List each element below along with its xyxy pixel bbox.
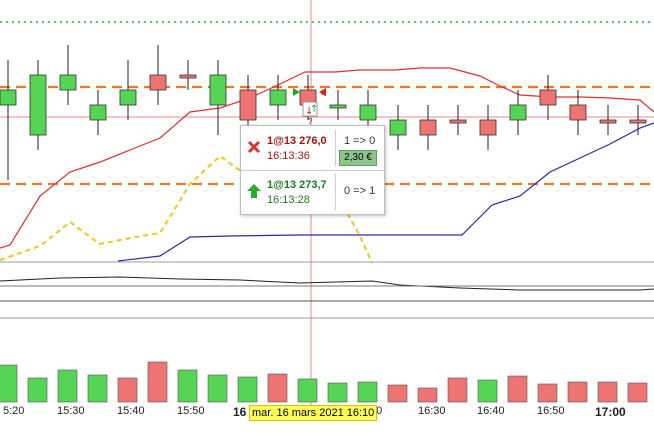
candle bbox=[149, 74, 167, 91]
marker-label: 4 bbox=[321, 88, 326, 98]
candle bbox=[0, 89, 17, 106]
volume-bar bbox=[0, 364, 18, 403]
volume-bar bbox=[507, 375, 528, 403]
exit-position-change: 1 => 0 bbox=[344, 135, 376, 147]
volume-bar bbox=[267, 373, 288, 403]
entry-trade-label: 1@13 273,7 bbox=[267, 179, 327, 191]
exit-trade-row[interactable]: 1@13 276,0 16:13:36 1 => 0 2,30 € bbox=[241, 126, 384, 171]
volume-bar bbox=[477, 379, 498, 403]
x-axis-label: 16:40 bbox=[477, 405, 505, 417]
volume-bar bbox=[627, 382, 648, 403]
candle bbox=[119, 89, 137, 106]
blue-moving-average bbox=[117, 122, 654, 262]
volume-bar bbox=[147, 361, 168, 403]
volume-bar bbox=[57, 369, 78, 403]
down-arrow-icon: ↓ bbox=[305, 106, 313, 117]
exit-trade-label: 1@13 276,0 bbox=[267, 135, 327, 147]
volume-bar bbox=[357, 381, 378, 403]
x-axis-label: 15:50 bbox=[177, 405, 205, 417]
candle bbox=[509, 104, 527, 121]
x-axis-label: 17:00 bbox=[595, 405, 626, 419]
candle bbox=[59, 74, 77, 91]
volume-bar bbox=[27, 377, 48, 403]
volume-bar bbox=[207, 374, 228, 403]
entry-trade-time: 16:13:28 bbox=[267, 194, 310, 206]
x-cross-icon bbox=[247, 140, 261, 154]
volume-bar bbox=[117, 377, 138, 403]
volume-bars-group bbox=[0, 361, 648, 403]
volume-bar bbox=[387, 384, 408, 403]
candle bbox=[479, 119, 497, 136]
volume-bar bbox=[417, 387, 438, 403]
exit-marker-icon bbox=[319, 88, 326, 96]
yellow-indicator-line bbox=[0, 154, 373, 264]
entry-position-change: 0 => 1 bbox=[344, 185, 376, 197]
candle bbox=[209, 74, 227, 106]
candle bbox=[179, 74, 197, 79]
up-arrow-icon: ↑ bbox=[310, 104, 318, 115]
candle bbox=[389, 119, 407, 136]
volume-bar bbox=[447, 377, 468, 403]
x-axis-label: 5:20 bbox=[3, 405, 25, 417]
x-axis-label: 16 bbox=[233, 405, 247, 419]
volume-bar bbox=[177, 369, 198, 403]
candle bbox=[539, 89, 557, 106]
trade-marker-icon[interactable] bbox=[302, 101, 318, 117]
volume-bar bbox=[237, 376, 258, 403]
candle bbox=[629, 119, 647, 124]
exit-trade-time: 16:13:36 bbox=[267, 150, 310, 162]
up-arrow-icon bbox=[247, 184, 261, 198]
marker-sub-label: ? bbox=[308, 117, 313, 126]
volume-bar bbox=[327, 382, 348, 403]
candle bbox=[599, 119, 617, 124]
trade-info-panel[interactable]: 1@13 276,0 16:13:36 1 => 0 2,30 € 1@13 2… bbox=[240, 125, 385, 215]
x-axis-label: 15:40 bbox=[117, 405, 145, 417]
candle bbox=[449, 119, 467, 124]
volume-bar bbox=[597, 381, 618, 403]
entry-marker-icon bbox=[293, 88, 300, 96]
profit-badge: 2,30 € bbox=[339, 150, 377, 166]
x-axis-label: 16:50 bbox=[537, 405, 565, 417]
candle bbox=[89, 104, 107, 121]
divider bbox=[335, 174, 336, 210]
candle bbox=[359, 104, 377, 121]
candle bbox=[569, 104, 587, 121]
x-axis-label: 16:30 bbox=[418, 405, 446, 417]
candle bbox=[329, 104, 347, 109]
oscillator-line bbox=[0, 276, 654, 291]
candle bbox=[29, 74, 47, 136]
divider bbox=[335, 130, 336, 166]
volume-bar bbox=[537, 383, 558, 403]
volume-bar bbox=[567, 381, 588, 403]
candle bbox=[239, 89, 257, 121]
x-axis-label: 15:30 bbox=[57, 405, 85, 417]
entry-trade-row[interactable]: 1@13 273,7 16:13:28 0 => 1 bbox=[241, 170, 384, 214]
cursor-date-label: mar. 16 mars 2021 16:10 bbox=[249, 405, 378, 421]
candles-group bbox=[0, 45, 647, 180]
candle bbox=[269, 89, 287, 106]
volume-bar bbox=[297, 378, 318, 403]
volume-bar bbox=[87, 374, 108, 403]
candle bbox=[419, 119, 437, 136]
